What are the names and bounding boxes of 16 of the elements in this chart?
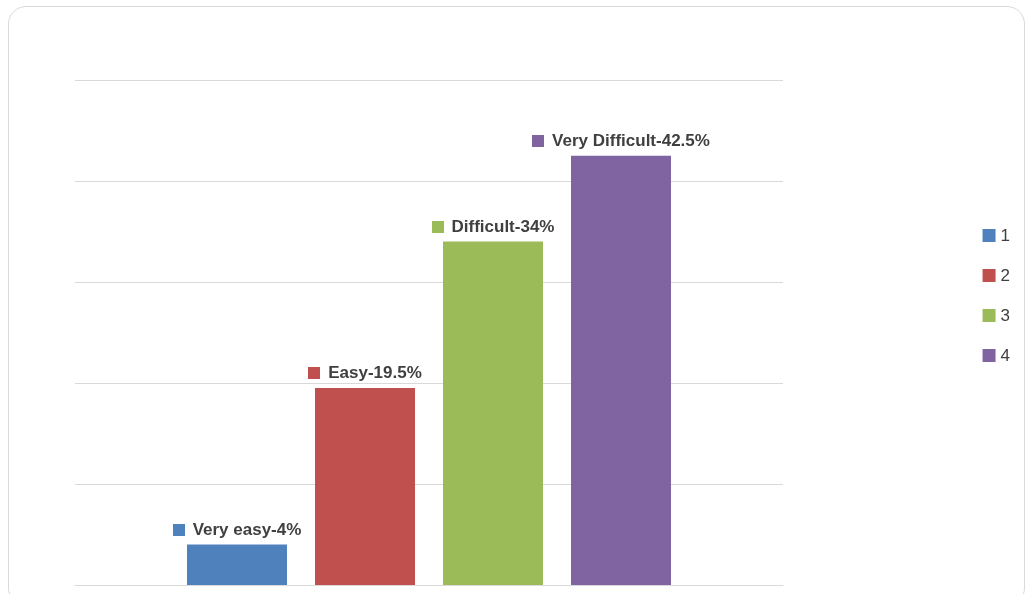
legend-label: 4 — [1000, 346, 1011, 365]
data-label: 19.5% — [373, 363, 422, 383]
data-label: 42.5% — [661, 130, 710, 150]
text: Very Difficult- — [552, 130, 662, 150]
bar — [315, 388, 415, 585]
annotation: Easy- — [328, 363, 374, 383]
legend-label: 2 — [1000, 266, 1011, 285]
annotation: Very easy- — [192, 519, 277, 539]
data-label: 4% — [276, 519, 302, 539]
legend-label: 1 — [1000, 226, 1011, 245]
bar — [443, 241, 543, 585]
bar — [571, 155, 671, 585]
annotation: Difficult- — [451, 216, 521, 236]
legend-label: 3 — [1000, 306, 1011, 325]
data-label: 34% — [520, 216, 555, 236]
bar — [187, 544, 287, 585]
